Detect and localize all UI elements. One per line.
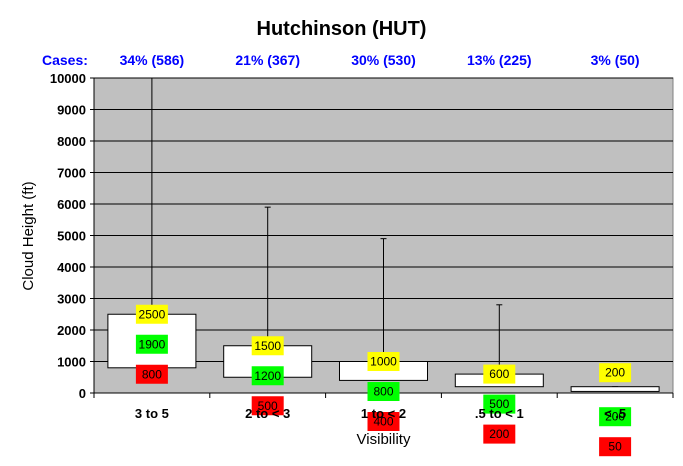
q1-label: 200 [489,427,509,441]
q3-label-bg [251,336,284,356]
y-tick-label: 8000 [57,134,86,149]
y-tick-label: 4000 [57,260,86,275]
q1-label-bg [483,424,516,444]
x-tick-label: 3 to 5 [135,406,169,421]
y-tick-label: 10000 [50,71,86,86]
median-label-bg [367,382,400,401]
median-label-bg [599,407,632,427]
y-tick-label: 3000 [57,292,86,307]
q3-label-bg [599,363,632,383]
median-label: 500 [489,397,509,411]
q1-label: 500 [258,399,278,413]
iqr-box [570,386,660,392]
q3-label-bg [483,364,516,384]
x-tick-label: 2 to < 3 [245,406,290,421]
q1-label-bg [251,396,284,416]
chart-title: Hutchinson (HUT) [256,18,427,40]
case-count: 34% (586) [119,52,185,68]
y-tick-label: 9000 [57,103,86,118]
q1-label-bg [599,437,632,457]
q1-label-bg [135,364,168,384]
x-tick-label: 1 to < 2 [361,406,406,421]
y-tick-label: 6000 [57,197,86,212]
y-tick-label: 1000 [57,355,86,370]
median-label-bg [135,334,168,354]
y-axis-label: Cloud Height (ft) [20,181,37,290]
q1-label: 50 [608,440,622,454]
case-count: 30% (530) [351,52,416,68]
q3-label-bg [135,304,168,324]
median-label: 1900 [139,337,166,351]
x-axis-label: Visibility [357,431,411,448]
q1-label: 400 [373,415,393,429]
q3-label: 2500 [139,307,166,321]
case-count: 13% (225) [467,52,532,68]
q3-label: 1500 [254,339,281,353]
q3-label: 200 [605,366,625,380]
y-tick-label: 0 [79,386,86,401]
median-label-bg [251,366,284,386]
y-tick-label: 5000 [57,229,86,244]
x-tick-label: .5 to < 1 [475,406,524,421]
y-tick-label: 7000 [57,166,86,181]
cases-label: Cases: [42,52,88,68]
median-label: 1200 [254,369,281,383]
median-label: 200 [605,410,625,424]
median-label: 800 [373,385,393,399]
q1-label: 800 [142,367,162,381]
q1-label-bg [367,412,400,431]
case-count: 3% (50) [590,52,640,68]
q3-label-bg [367,352,400,371]
q3-label: 1000 [370,355,397,369]
median-label-bg [483,394,516,414]
case-count: 21% (367) [235,52,300,68]
y-tick-label: 2000 [57,323,86,338]
q3-label: 600 [489,367,509,381]
x-tick-label: < .5 [604,406,626,421]
